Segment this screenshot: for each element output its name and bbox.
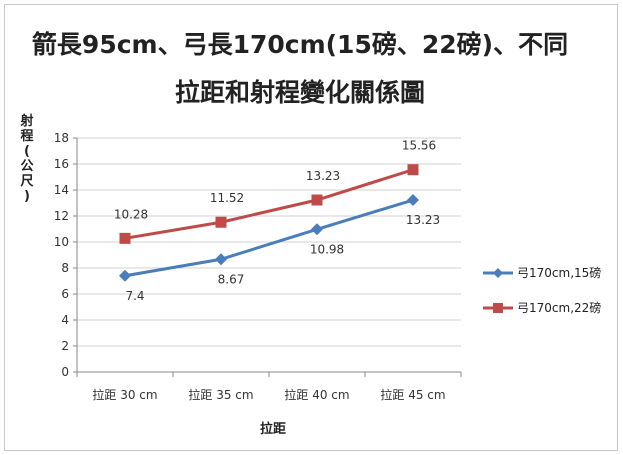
line-chart: 箭長95cm、弓長170cm(15磅、22磅)、不同 拉距和射程變化關係圖 射程… <box>19 30 601 437</box>
x-tick-label: 拉距 40 cm <box>284 387 349 402</box>
series-line <box>124 168 414 240</box>
y-tick-label: 14 <box>54 183 69 197</box>
y-tick-label: 2 <box>61 339 69 353</box>
x-tick-labels: 拉距 30 cm 拉距 35 cm 拉距 40 cm 拉距 45 cm <box>76 372 462 402</box>
y-tick-labels: 0 2 4 6 8 10 12 14 16 18 <box>54 131 69 379</box>
data-label: 10.98 <box>310 242 344 256</box>
data-label: 8.67 <box>218 272 245 286</box>
chart-frame: 箭長95cm、弓長170cm(15磅、22磅)、不同 拉距和射程變化關係圖 射程… <box>4 4 618 451</box>
data-point <box>407 164 419 176</box>
gridlines <box>73 137 461 373</box>
x-tick-label: 拉距 45 cm <box>380 387 445 402</box>
y-axis-title: 射程(公尺) <box>19 113 33 204</box>
data-point <box>119 269 131 282</box>
data-point <box>407 194 419 207</box>
legend-item-2: 弓170cm,22磅 <box>483 300 601 315</box>
data-point <box>311 223 323 236</box>
legend-label: 弓170cm,15磅 <box>517 265 601 280</box>
legend-item-1: 弓170cm,15磅 <box>483 265 601 280</box>
data-point <box>215 216 227 228</box>
data-point <box>215 253 227 266</box>
data-point <box>311 194 323 206</box>
legend-label: 弓170cm,22磅 <box>517 300 601 315</box>
x-axis-title: 拉距 <box>260 421 286 437</box>
x-tick-label: 拉距 30 cm <box>92 387 157 402</box>
chart-title-line-2: 拉距和射程變化關係圖 <box>175 78 425 107</box>
y-tick-label: 12 <box>54 209 69 223</box>
y-tick-label: 10 <box>54 235 69 249</box>
data-label: 7.4 <box>125 289 144 303</box>
y-tick-label: 18 <box>54 131 69 145</box>
data-label: 15.56 <box>402 139 436 153</box>
y-tick-label: 0 <box>61 365 69 379</box>
x-tick-label: 拉距 35 cm <box>188 387 253 402</box>
series-line <box>124 198 414 278</box>
y-tick-label: 8 <box>61 261 69 275</box>
y-tick-label: 4 <box>61 313 69 327</box>
legend-marker <box>493 268 503 278</box>
series-1: 7.4 8.67 10.98 13.23 <box>119 194 440 303</box>
chart-title-line-1: 箭長95cm、弓長170cm(15磅、22磅)、不同 <box>32 30 568 59</box>
series-2: 10.28 11.52 13.23 15.56 <box>114 139 436 244</box>
data-point <box>119 232 131 244</box>
data-label: 13.23 <box>306 169 340 183</box>
data-label: 10.28 <box>114 207 148 221</box>
series-group: 7.4 8.67 10.98 13.23 10.28 11.52 13.23 15.56 <box>114 139 440 303</box>
data-label: 11.52 <box>210 191 244 205</box>
legend-marker <box>493 303 503 313</box>
data-label: 13.23 <box>406 213 440 227</box>
y-tick-label: 16 <box>54 157 69 171</box>
y-tick-label: 6 <box>61 287 69 301</box>
